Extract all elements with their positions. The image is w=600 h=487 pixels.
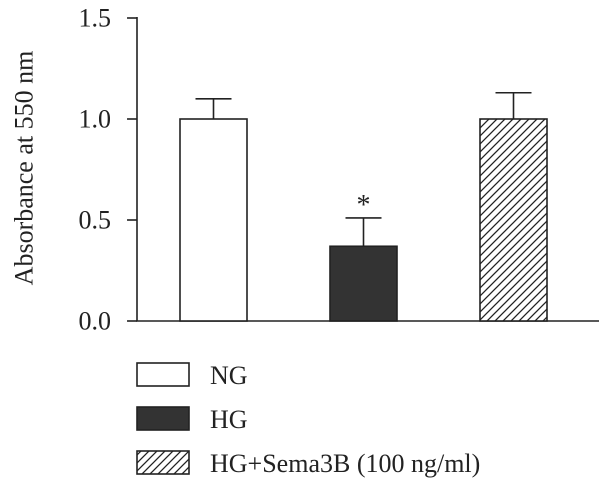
legend: NG HG HG+Sema3B (100 ng/ml) <box>136 361 480 478</box>
legend-label-hg-sema3b-100-ng-ml: HG+Sema3B (100 ng/ml) <box>210 449 480 478</box>
bars: * <box>179 91 548 322</box>
legend-swatch-hg-sema3b-100-ng-ml <box>136 450 190 475</box>
legend-swatch-ng <box>136 362 190 387</box>
legend-label-ng: NG <box>210 361 248 390</box>
y-tick-label: 1.5 <box>79 4 112 33</box>
y-tick-label: 0.5 <box>79 206 112 235</box>
y-tick-label: 0.0 <box>79 307 112 336</box>
bar-hg <box>329 245 398 322</box>
legend-swatch-hg <box>136 406 190 431</box>
y-tick-label: 1.0 <box>79 105 112 134</box>
significance-marker: * <box>357 190 371 221</box>
bar-ng <box>179 118 248 322</box>
legend-label-hg: HG <box>210 405 248 434</box>
y-axis-ticks: 0.0 0.5 1.0 1.5 <box>79 4 137 336</box>
y-axis-label: Absorbance at 550 nm <box>10 51 39 286</box>
bar-hg-sema3b-100-ng-ml <box>479 118 548 322</box>
